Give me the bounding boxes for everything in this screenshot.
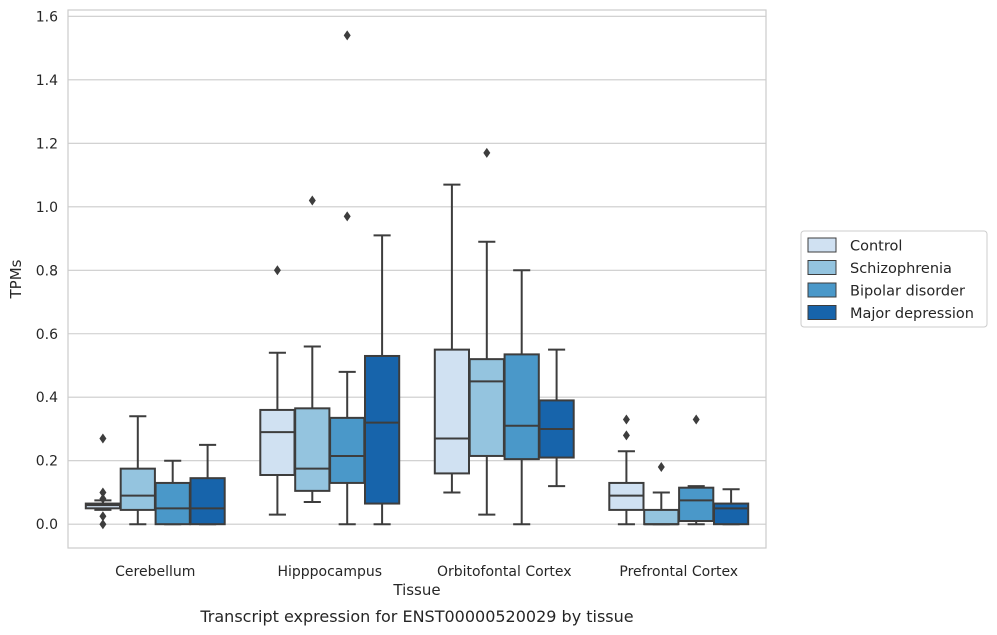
x-tick-label: Prefrontal Cortex <box>619 564 738 580</box>
box-schizophrenia <box>643 462 680 526</box>
box-body <box>433 348 471 475</box>
x-axis-label: Tissue <box>392 581 440 599</box>
y-tick-label: 0.0 <box>36 517 58 533</box>
box-control <box>84 433 122 530</box>
box-major-depression <box>363 234 401 526</box>
boxes-layer <box>84 30 750 530</box>
box-body <box>678 486 715 523</box>
box-bipolar-disorder <box>503 269 540 526</box>
y-tick-label: 0.8 <box>36 263 58 279</box>
box-control <box>259 265 296 516</box>
box-body <box>643 508 680 526</box>
outlier-point <box>99 493 107 504</box>
outlier-point <box>343 211 351 222</box>
x-tick-labels: Cerebellum Hipppocampus Orbitofontal Corte… <box>115 564 738 580</box>
box-body <box>468 358 505 457</box>
box-body <box>329 416 366 484</box>
legend-swatch <box>807 282 837 298</box>
box-schizophrenia <box>294 195 331 503</box>
plot-frame <box>67 9 767 549</box>
outlier-point <box>483 147 491 158</box>
box-body <box>363 354 401 505</box>
legend-label: Bipolar disorder <box>850 284 965 300</box>
outlier-point <box>622 430 630 441</box>
box-major-depression <box>189 443 226 526</box>
chart-caption: Transcript expression for ENST0000052002… <box>199 607 633 626</box>
grid-lines <box>68 15 766 525</box>
x-tick-label: Hipppocampus <box>277 564 382 580</box>
outlier-point <box>343 30 351 41</box>
box-body <box>259 408 296 476</box>
box-body <box>712 502 750 526</box>
x-tick-label: Cerebellum <box>115 564 195 580</box>
outlier-point <box>622 414 630 425</box>
y-tick-label: 1.4 <box>36 73 58 89</box>
y-tick-labels: 0.0 0.2 0.4 0.6 0.8 1.0 1.2 1.4 1.6 <box>36 9 58 533</box>
legend-frame <box>800 230 988 328</box>
box-major-depression <box>538 348 575 488</box>
box-body <box>119 467 156 511</box>
box-body <box>294 407 331 492</box>
outlier-point <box>273 265 281 276</box>
legend-label: Major depression <box>850 306 974 322</box>
legend-label: Control <box>850 239 902 255</box>
y-tick-label: 1.0 <box>36 200 58 216</box>
box-major-depression <box>712 488 750 526</box>
box-body <box>503 353 540 461</box>
legend-label: Schizophrenia <box>850 261 952 277</box>
outlier-point <box>99 511 107 522</box>
box-body <box>154 481 191 526</box>
legend-swatch <box>807 305 837 320</box>
outlier-point <box>99 487 107 498</box>
y-axis-label: TPMs <box>7 259 25 299</box>
y-tick-label: 1.6 <box>36 9 58 25</box>
box-control <box>433 183 471 494</box>
legend-swatch <box>807 260 837 275</box>
outlier-point <box>692 414 700 425</box>
y-tick-label: 0.2 <box>36 454 58 470</box>
outlier-point <box>99 519 107 530</box>
box-bipolar-disorder <box>329 30 366 526</box>
box-body <box>189 477 226 526</box>
box-bipolar-disorder <box>154 459 191 526</box>
y-tick-label: 0.4 <box>36 390 58 406</box>
box-bipolar-disorder <box>678 414 715 526</box>
outlier-point <box>99 433 107 444</box>
box-control <box>608 414 645 526</box>
legend-swatch <box>807 237 837 253</box>
legend: Control Schizophrenia Bipolar disorder Majo… <box>800 230 988 328</box>
outlier-point <box>657 462 665 473</box>
x-tick-label: Orbitofontal Cortex <box>437 564 572 580</box>
box-schizophrenia <box>468 147 505 516</box>
box-schizophrenia <box>119 415 156 526</box>
y-tick-label: 0.6 <box>36 327 58 343</box>
outlier-point <box>308 195 316 206</box>
y-tick-label: 1.2 <box>36 136 58 152</box>
